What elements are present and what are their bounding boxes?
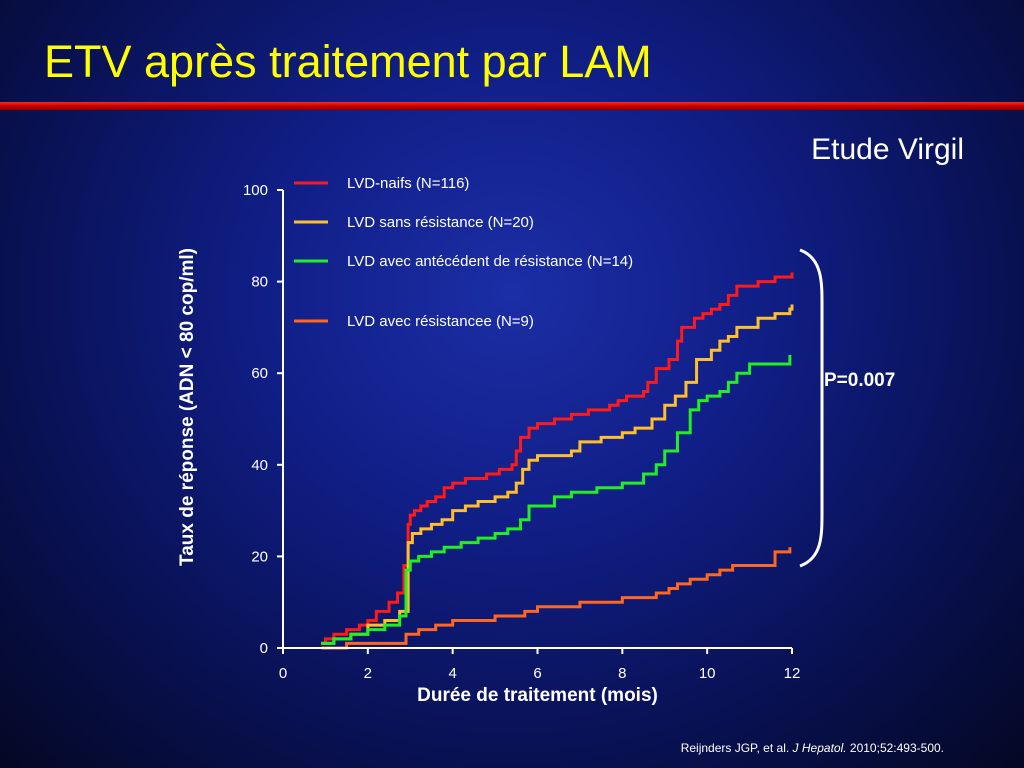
p-value-bracket (799, 248, 824, 568)
x-tick-label: 4 (448, 665, 456, 682)
y-tick-label: 40 (251, 457, 268, 474)
title-divider (0, 102, 1024, 110)
series-line-1 (321, 272, 794, 645)
citation-journal: J Hepatol. (792, 741, 847, 755)
legend-label: LVD avec résistancee (N=9) (347, 313, 534, 330)
slide-title: ETV après traitement par LAM (44, 36, 652, 87)
legend-label: LVD sans résistance (N=20) (347, 214, 534, 231)
y-axis-title: Taux de réponse (ADN < 80 cop/ml) (177, 248, 198, 566)
y-tick-label: 100 (243, 182, 268, 199)
legend-label: LVD avec antécédent de résistance (N=14) (347, 253, 633, 270)
study-name: Etude Virgil (811, 133, 964, 166)
x-tick-label: 6 (533, 665, 541, 682)
chart-legend: LVD-naifs (N=116) LVD sans résistance (N=… (294, 175, 633, 330)
y-tick-label: 20 (251, 548, 268, 565)
citation: Reijnders JGP, et al. J Hepatol. 2010;52… (681, 741, 944, 755)
x-axis-title: Durée de traitement (mois) (417, 685, 658, 706)
x-tick-label: 8 (618, 665, 626, 682)
citation-authors: Reijnders JGP, et al. (680, 741, 793, 755)
y-tick-label: 80 (251, 274, 268, 291)
axis-ticks: 0 2 4 6 8 10 12 0 20 40 60 80 100 (243, 182, 800, 682)
p-value-label: P=0.007 (824, 370, 896, 391)
series-line-3 (321, 354, 792, 645)
y-tick-label: 0 (260, 640, 268, 657)
legend-label: LVD-naifs (N=116) (347, 175, 469, 192)
y-tick-label: 60 (251, 365, 268, 382)
x-tick-label: 12 (784, 665, 801, 682)
series-line-4 (321, 547, 792, 650)
citation-details: 2010;52:493-500. (846, 741, 944, 755)
x-tick-label: 2 (364, 665, 372, 682)
x-tick-label: 10 (699, 665, 716, 682)
x-tick-label: 0 (279, 665, 287, 682)
chart-series (321, 272, 794, 650)
series-line-2 (321, 304, 794, 645)
